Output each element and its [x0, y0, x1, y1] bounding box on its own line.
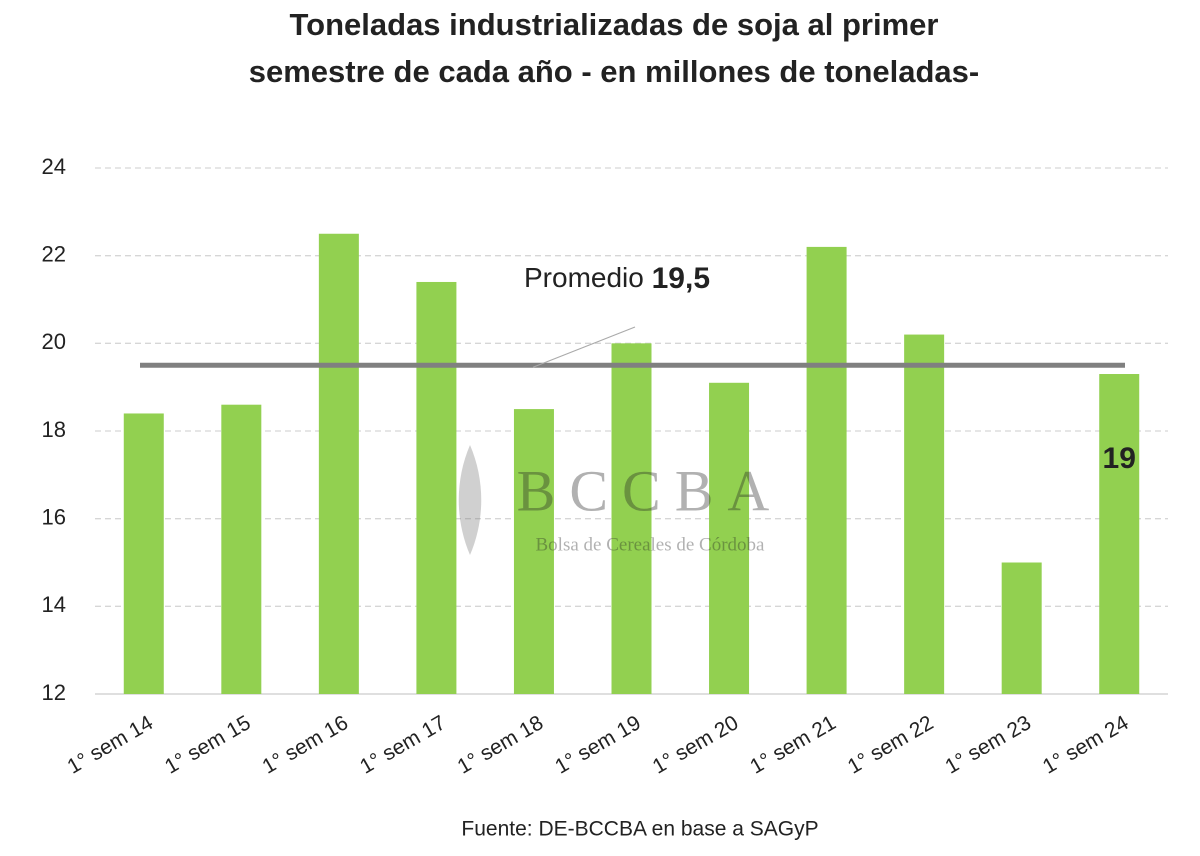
watermark-subtitle: Bolsa de Cereales de Córdoba [536, 534, 766, 555]
watermark-logo [458, 445, 482, 555]
x-tick-label: 1° sem 22 [844, 711, 938, 778]
x-tick-label: 1° sem 14 [63, 711, 157, 778]
value-label: 19 [1103, 442, 1136, 475]
watermark-name: BCCBA [517, 458, 784, 523]
y-tick-label: 24 [42, 154, 66, 179]
x-tick-label: 1° sem 24 [1039, 711, 1133, 778]
y-tick-label: 16 [42, 504, 66, 529]
average-leader [532, 326, 636, 368]
y-tick-label: 12 [42, 680, 66, 705]
source-note: Fuente: DE-BCCBA en base a SAGyP [461, 818, 818, 841]
bar [1001, 562, 1042, 694]
bar [416, 281, 457, 694]
average-label: Promedio [524, 262, 644, 293]
bar [1099, 374, 1140, 694]
y-tick-label: 18 [42, 417, 66, 442]
bar [513, 409, 554, 694]
y-tick-label: 14 [42, 592, 66, 617]
bar [221, 404, 262, 694]
x-tick-label: 1° sem 20 [649, 711, 743, 778]
chart-title: Toneladas industrializadas de soja al pr… [290, 7, 939, 42]
bar [611, 343, 652, 694]
average-value-label: 19,5 [652, 262, 710, 295]
y-tick-label: 20 [42, 329, 66, 354]
bar [318, 233, 359, 694]
chart-title: semestre de cada año - en millones de to… [249, 54, 979, 89]
x-tick-label: 1° sem 21 [746, 711, 840, 778]
watermark: BCCBA Bolsa de Cereales de Córdoba [458, 445, 784, 555]
bar [806, 246, 847, 694]
x-tick-label: 1° sem 17 [356, 711, 450, 778]
x-tick-label: 1° sem 23 [941, 711, 1035, 778]
bar [123, 413, 164, 694]
x-tick-label: 1° sem 18 [454, 711, 548, 778]
x-tick-label: 1° sem 19 [551, 711, 645, 778]
bar [904, 334, 945, 694]
x-tick-label: 1° sem 16 [259, 711, 353, 778]
bar [709, 382, 750, 694]
y-tick-label: 22 [42, 241, 66, 266]
x-tick-label: 1° sem 15 [161, 711, 255, 778]
average-annotation: Promedio 19,5 [524, 262, 710, 295]
